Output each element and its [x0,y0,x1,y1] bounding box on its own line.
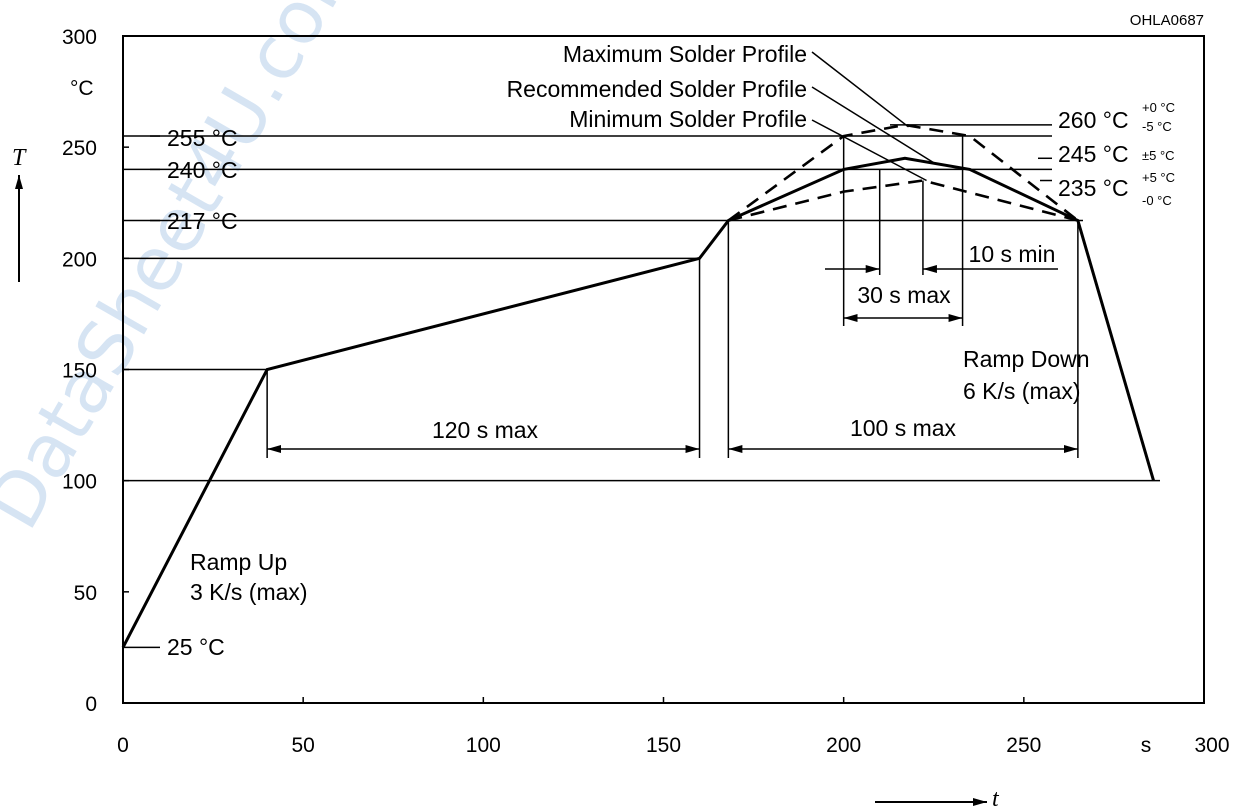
level-label-255: 255 °C [167,125,238,151]
y-tick-label: 150 [62,360,97,383]
peak-tol-245: ±5 °C [1142,148,1175,163]
series-label-recommended: Recommended Solder Profile [507,76,807,102]
y-tick-label: 250 [62,137,97,160]
figure-code: OHLA0687 [1130,12,1204,29]
leader-minimum [811,119,927,182]
ramp-down-rate: 6 K/s (max) [963,378,1081,404]
peak-tol-235-top: +5 °C [1142,170,1175,185]
x-axis-label: t [992,786,1000,812]
x-unit-label: s [1141,734,1152,757]
dimension-markers [266,51,1079,458]
level-label-25: 25 °C [167,634,225,660]
x-tick-label: 100 [466,734,501,757]
y-tick-label: 200 [62,248,97,271]
x-tick-label: 0 [117,734,129,757]
x-tick-label: 200 [826,734,861,757]
series-label-maximum: Maximum Solder Profile [563,41,807,67]
dim-label-120: 120 s max [432,417,539,443]
dim-label-30: 30 s max [857,282,951,308]
y-tick-label: 0 [85,693,97,716]
peak-label-235: 235 °C [1058,175,1129,201]
level-label-217: 217 °C [167,208,238,234]
reference-lines [123,124,1160,649]
x-tick-label: 50 [291,734,314,757]
ramp-up-title: Ramp Up [190,549,287,575]
axis-ticks: 0 50 100 150 200 250 300 0 50 100 150 200 250 300 [62,26,1230,757]
leader-recommended [811,86,935,164]
x-tick-label: 300 [1194,734,1229,757]
ramp-up-rate: 3 K/s (max) [190,579,308,605]
series-label-minimum: Minimum Solder Profile [569,106,807,132]
x-tick-label: 250 [1006,734,1041,757]
dim-label-100: 100 s max [850,415,957,441]
ramp-down-title: Ramp Down [963,346,1090,372]
y-tick-label: 100 [62,471,97,494]
series-line-minimum [728,179,1079,222]
leader-maximum [811,51,909,128]
level-label-240: 240 °C [167,157,238,183]
y-tick-label: 300 [62,26,97,49]
y-tick-label: 50 [74,582,97,605]
peak-tol-260-bottom: -5 °C [1142,119,1172,134]
peak-tol-235-bottom: -0 °C [1142,193,1172,208]
y-unit-label: °C [70,77,94,100]
x-tick-label: 150 [646,734,681,757]
series-line-maximum [727,123,1079,222]
peak-label-245: 245 °C [1058,141,1129,167]
dim-label-10: 10 s min [969,241,1056,267]
peak-tol-260-top: +0 °C [1142,100,1175,115]
peak-label-260: 260 °C [1058,107,1129,133]
y-axis-label: T [12,145,27,171]
